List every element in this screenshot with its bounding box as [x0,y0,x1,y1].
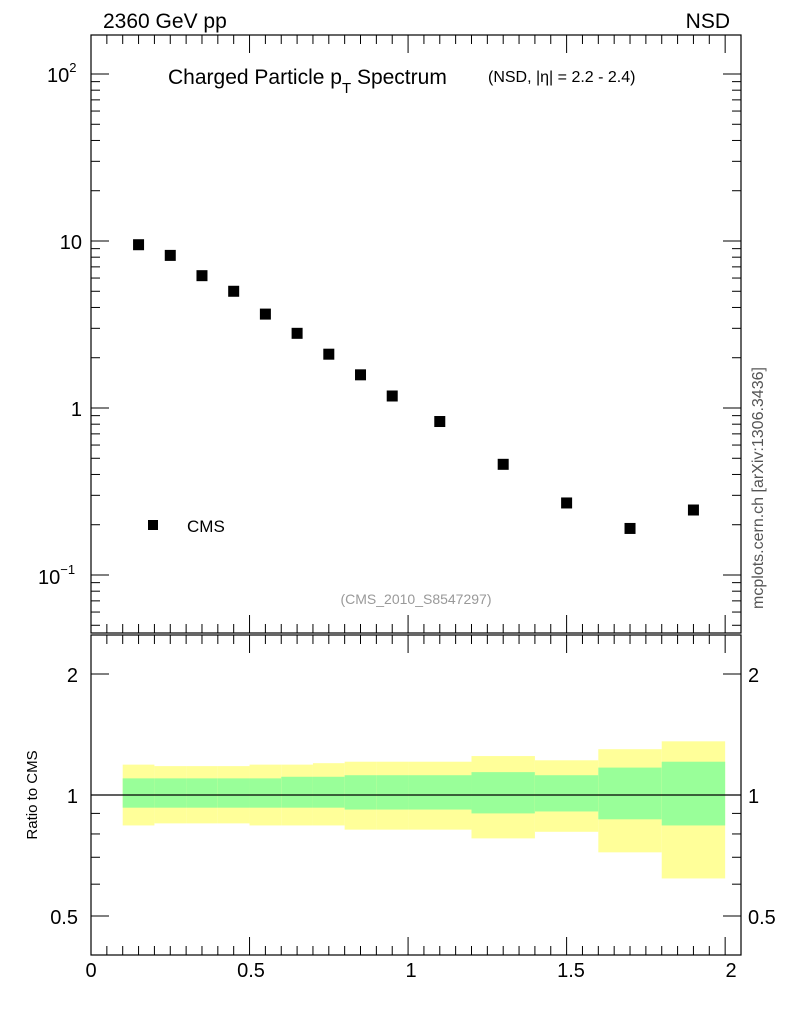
ratio-y-tick-label-1: 1 [67,786,78,808]
ratio-inner-band-bin [408,775,472,810]
side-watermark: mcplots.cern.ch [arXiv:1306.3436] [750,367,767,609]
cms-data-point [386,390,398,402]
main-frame [90,34,742,634]
ratio-inner-band-bin [344,775,377,810]
chart-title-qualifier: (NSD, |η| = 2.2 - 2.4) [488,69,635,86]
cms-data-point [687,504,699,516]
ratio-inner-band-bin [598,767,662,820]
ratio-frame [90,634,742,956]
process-label: NSD [686,10,730,33]
ratio-y-tick-label-0.5-right: 0.5 [748,907,776,929]
cms-data-point [259,308,271,320]
ratio-axis-ticks [90,635,741,955]
y-tick-label-1: 1 [71,399,82,421]
ratio-y-tick-label-0.5: 0.5 [50,907,78,929]
y-tick-label-0.1: 10−1 [38,562,75,589]
ratio-inner-band-bin [154,778,187,808]
ratio-y-tick-label-1-right: 1 [748,786,759,808]
y-tick-label-100: 102 [47,60,76,87]
ratio-inner-band-bin [281,776,313,808]
cms-data-points [133,239,699,534]
x-tick-label-2: 2 [725,960,736,982]
cms-data-point [164,249,176,261]
cms-data-point [228,285,240,297]
analysis-id-label: (CMS_2010_S8547297) [341,591,492,607]
ratio-y-tick-label-2: 2 [67,665,78,687]
cms-data-point [497,458,509,470]
ratio-inner-band-bin [661,761,726,826]
ratio-inner-band-bin [249,778,282,808]
ratio-inner-band-bin [471,772,535,814]
legend-marker-cms [148,520,158,530]
main-axis-ticks [90,35,741,633]
cms-data-point [624,522,636,534]
ratio-inner-band-bin [186,778,218,808]
cms-data-point [196,270,208,282]
ratio-uncertainty-bands [122,741,726,879]
chart-title: Charged Particle pT Spectrum [168,66,447,97]
ratio-y-tick-label-2-right: 2 [748,665,759,687]
ratio-panel: 2 1 0.5 2 1 0.5 Ratio to CMS 0 0.5 1 1.5… [24,634,776,982]
x-tick-label-1.5: 1.5 [557,960,585,982]
y-tick-label-10: 10 [60,232,82,254]
x-tick-label-0.5: 0.5 [237,960,265,982]
x-tick-label-0: 0 [85,960,96,982]
cms-data-point [133,239,145,251]
ratio-inner-band-bin [217,778,250,808]
ratio-inner-band-bin [376,775,409,810]
energy-label: 2360 GeV pp [103,10,227,33]
cms-data-point [291,327,303,339]
ratio-inner-band-bin [534,775,599,812]
legend-label-cms: CMS [187,517,225,536]
cms-data-point [434,416,446,428]
ratio-inner-band-bin [122,778,155,808]
ratio-y-axis-title: Ratio to CMS [24,750,41,839]
cms-data-point [355,369,367,381]
main-panel: Charged Particle pT Spectrum (NSD, |η| =… [38,34,742,634]
cms-data-point [561,497,573,509]
x-tick-label-1: 1 [405,960,416,982]
cms-data-point [323,348,335,360]
ratio-inner-band-bin [312,776,345,808]
